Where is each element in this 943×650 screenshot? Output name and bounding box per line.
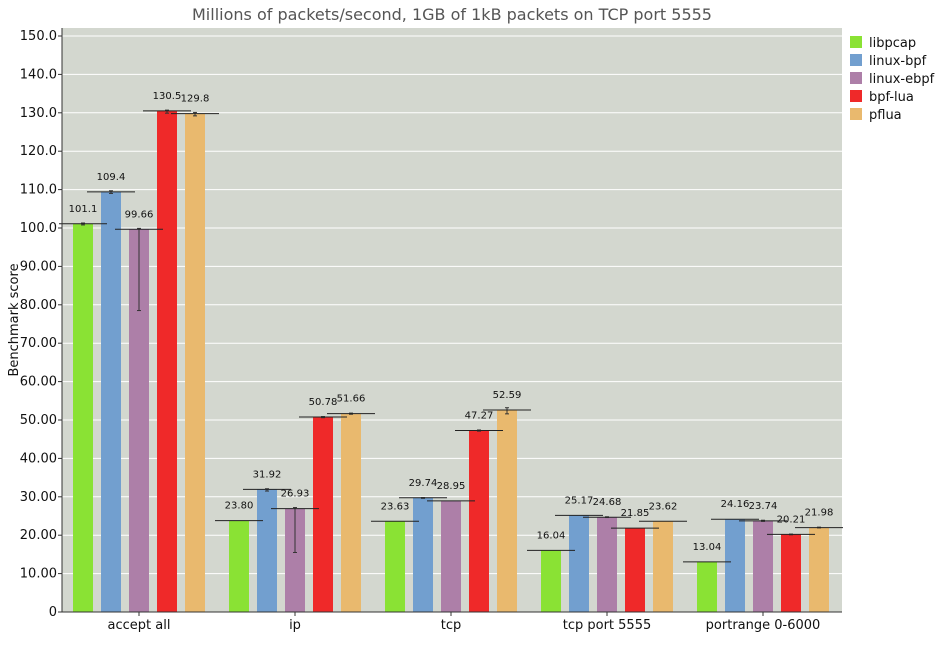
y-tick-label: 50.00 [20,413,57,428]
data-label: 13.04 [693,542,722,553]
chart-title: Millions of packets/second, 1GB of 1kB p… [192,5,712,24]
x-tick-label: ip [289,618,301,633]
data-label: 23.62 [649,501,678,512]
legend-swatch-linux-ebpf [850,72,862,84]
bar-linux-ebpf [129,229,149,612]
data-label: 29.74 [409,478,438,489]
bar-bpf-lua [157,110,177,612]
legend-swatch-pflua [850,108,862,120]
data-label: 28.95 [437,481,466,492]
x-tick-label: tcp [441,618,462,633]
y-tick-label: 20.00 [20,528,57,543]
value-reference-lines [59,110,843,563]
data-label: 26.93 [281,489,310,500]
y-tick-label: 70.00 [20,336,57,351]
bar-linux-bpf [569,515,589,612]
axes: 0 10.00 20.00 30.00 40.00 50.00 60.00 70.00 80.0… [20,28,842,633]
data-label: 23.63 [381,501,410,512]
legend-swatch-libpcap [850,36,862,48]
data-label: 16.04 [537,530,566,541]
y-tick-label: 140.0 [20,67,57,82]
bar-linux-ebpf [285,508,305,612]
bar-linux-bpf [101,191,121,613]
data-labels: 101.1 109.4 99.66 130.5 129.8 23.80 31.92 26.93… [69,91,834,553]
legend: libpcap linux-bpf linux-ebpf bpf-lua pflua [850,36,935,123]
bar-pflua [809,527,829,612]
bar-pflua [653,521,673,612]
data-label: 129.8 [181,94,210,105]
y-tick-label: 80.00 [20,298,57,313]
y-tick-label: 150.0 [20,29,57,44]
data-label: 20.21 [777,514,806,525]
x-tick-label: tcp port 5555 [563,618,652,633]
bar-pflua [341,413,361,612]
legend-swatch-linux-bpf [850,54,862,66]
data-label: 24.68 [593,497,622,508]
y-tick-label: 10.00 [20,567,57,582]
legend-label: libpcap [869,36,916,51]
data-label: 130.5 [153,91,182,102]
bar-libpcap [73,223,93,612]
y-tick-label: 130.0 [20,106,57,121]
bar-linux-bpf [725,519,745,612]
y-tick-label: 110.0 [20,183,57,198]
bar-bpf-lua [625,528,645,612]
bar-bpf-lua [781,534,801,612]
bar-linux-bpf [257,489,277,612]
data-label: 51.66 [337,394,366,405]
y-tick-label: 30.00 [20,490,57,505]
bar-libpcap [229,520,249,612]
bar-libpcap [385,521,405,612]
bar-libpcap [697,561,717,612]
data-label: 31.92 [253,469,282,480]
x-tick-label: portrange 0-6000 [706,618,821,633]
data-label: 109.4 [97,172,126,183]
y-axis-label: Benchmark score [7,263,22,376]
y-tick-label: 0 [49,605,57,620]
y-tick-label: 90.00 [20,259,57,274]
bar-linux-bpf [413,497,433,612]
bar-pflua [497,410,517,612]
data-label: 21.98 [805,508,834,519]
legend-label: linux-ebpf [869,72,935,87]
bar-linux-ebpf [753,520,773,612]
y-tick-label: 40.00 [20,451,57,466]
data-label: 99.66 [125,209,154,220]
legend-label: linux-bpf [869,54,927,69]
legend-swatch-bpf-lua [850,90,862,102]
bar-marks [73,110,829,613]
data-label: 24.16 [721,499,750,510]
y-tick-label: 120.0 [20,144,57,159]
bar-bpf-lua [313,417,333,612]
bar-linux-ebpf [597,517,617,612]
data-label: 47.27 [465,410,494,421]
data-label: 50.78 [309,397,338,408]
data-label: 25.17 [565,495,594,506]
bar-linux-ebpf [441,500,461,612]
legend-label: pflua [869,108,902,123]
data-label: 23.80 [225,501,254,512]
legend-label: bpf-lua [869,90,914,105]
bar-pflua [185,113,205,613]
bar-bpf-lua [469,430,489,612]
data-label: 52.59 [493,390,522,401]
data-label: 101.1 [69,204,98,215]
bar-libpcap [541,550,561,612]
data-label: 23.74 [749,501,778,512]
y-tick-label: 60.00 [20,375,57,390]
y-tick-label: 100.0 [20,221,57,236]
data-label: 21.85 [621,508,650,519]
x-tick-label: accept all [108,618,171,633]
